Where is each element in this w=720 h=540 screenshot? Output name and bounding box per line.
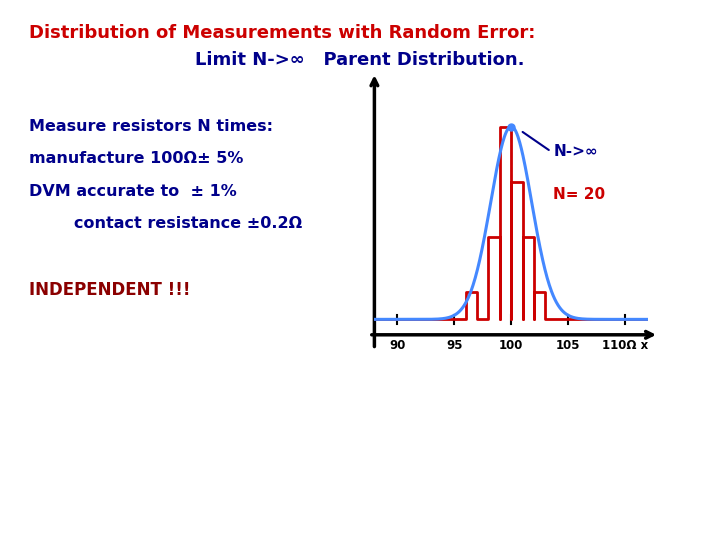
Text: DVM accurate to  ± 1%: DVM accurate to ± 1% bbox=[29, 184, 237, 199]
Text: 90: 90 bbox=[389, 339, 405, 352]
Text: N= 20: N= 20 bbox=[554, 186, 606, 201]
Text: INDEPENDENT !!!: INDEPENDENT !!! bbox=[29, 281, 190, 299]
Text: Limit N->∞   Parent Distribution.: Limit N->∞ Parent Distribution. bbox=[195, 51, 525, 69]
Text: N->∞: N->∞ bbox=[554, 144, 598, 159]
Text: Distribution of Measurements with Random Error:: Distribution of Measurements with Random… bbox=[29, 24, 535, 42]
Text: contact resistance ±0.2Ω: contact resistance ±0.2Ω bbox=[29, 216, 302, 231]
Text: Measure resistors N times:: Measure resistors N times: bbox=[29, 119, 273, 134]
Text: 105: 105 bbox=[556, 339, 580, 352]
Text: 100: 100 bbox=[499, 339, 523, 352]
Text: manufacture 100Ω± 5%: manufacture 100Ω± 5% bbox=[29, 151, 243, 166]
Text: 95: 95 bbox=[446, 339, 462, 352]
Text: 110Ω x: 110Ω x bbox=[602, 339, 648, 352]
